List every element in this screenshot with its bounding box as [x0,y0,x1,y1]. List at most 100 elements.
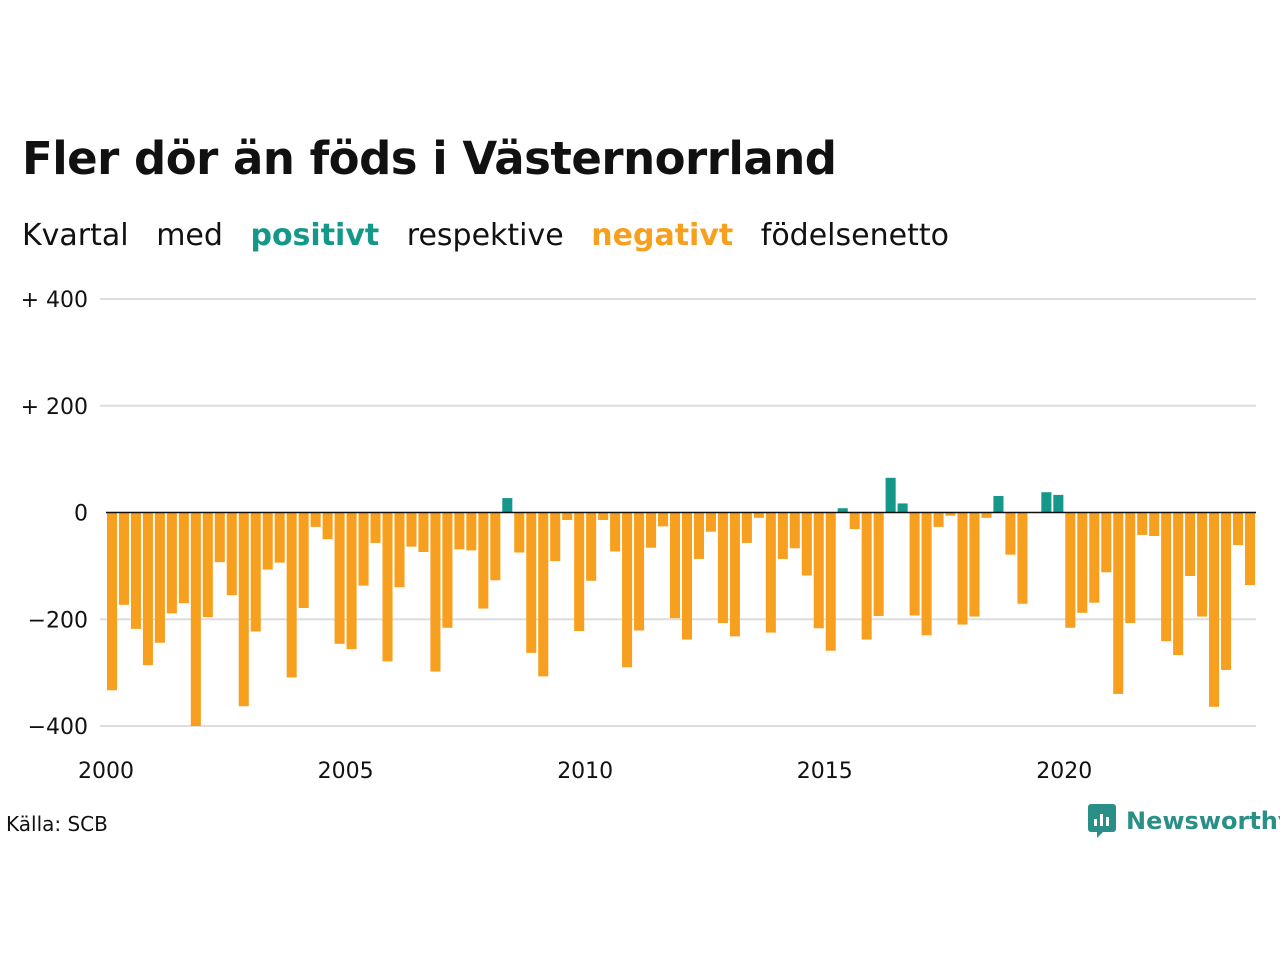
bar [897,503,908,513]
bar [526,512,537,653]
bar [118,512,129,605]
bar [262,512,273,570]
subtitle-word: födelsenetto [760,218,949,253]
bar [166,512,177,614]
bar [610,512,621,552]
subtitle-word: med [156,218,223,253]
bar [586,512,597,581]
bar [574,512,585,631]
bar [286,512,297,678]
y-tick-label: + 200 [21,395,88,420]
y-tick-label: −200 [28,608,88,633]
bar [1041,492,1052,513]
x-tick-label: 2015 [797,759,853,784]
y-tick-label: −400 [28,715,88,740]
bar [538,512,549,677]
bar [334,512,345,644]
chart-subtitle: Kvartal med positivt respektive negativt… [22,218,967,253]
bar [717,512,728,623]
bar [849,512,860,530]
bar [1065,512,1076,628]
bar [777,512,788,559]
bar [693,512,704,559]
source-note: Källa: SCB [6,812,108,836]
bar [1209,512,1220,707]
bar [406,512,417,547]
bar [933,512,944,527]
x-tick-label: 2005 [318,759,374,784]
bar [1221,512,1232,670]
bar [130,512,141,629]
bar [142,512,153,666]
x-tick-label: 2000 [78,759,134,784]
bar [789,512,800,549]
bar [681,512,693,640]
bar [885,477,896,513]
y-tick-label: 0 [74,502,88,527]
bar [106,512,118,691]
bar [921,512,932,636]
bar [1113,512,1124,694]
bar [382,512,393,662]
bar [993,495,1004,513]
bar [370,512,381,543]
bar [873,512,884,617]
bar [490,512,501,581]
bar [214,512,225,563]
bar [226,512,237,596]
bar [550,512,561,562]
bar [1053,494,1064,513]
bar [298,512,309,609]
bar [514,512,525,553]
bar [238,512,249,707]
bar [1244,512,1256,586]
bar [322,512,333,540]
bar [729,512,740,637]
bar [1197,512,1208,617]
bar [442,512,453,628]
chart-title: Fler dör än föds i Västernorrland [22,132,837,185]
bar [274,512,285,563]
bar [1161,512,1172,642]
subtitle-word: Kvartal [22,218,129,253]
subtitle-positive: positivt [250,218,380,253]
bar [1233,512,1244,546]
newsworthy-logo-icon [1088,804,1116,838]
bar [837,508,848,513]
bar [466,512,477,551]
x-tick-label: 2010 [557,759,613,784]
bar [310,512,321,527]
bar [957,512,968,625]
bar-chart: + 400 + 200 0 −200 −400 2000 2005 2010 2015 2020 [21,288,1256,784]
subtitle-negative: negativt [591,218,734,253]
bar [1137,512,1148,535]
bar [741,512,752,543]
bar [394,512,405,588]
brand-name: Newsworthy [1126,807,1280,835]
bar [598,512,609,520]
bar [801,512,812,576]
bar [1185,512,1196,577]
bar [1005,512,1016,555]
bar [178,512,189,604]
subtitle-word: respektive [406,218,564,253]
bar [502,498,513,513]
bar [909,512,920,616]
bar [1173,512,1184,656]
bar [765,512,776,633]
bar [825,512,836,651]
bar [861,512,872,640]
bar [813,512,824,629]
bar [478,512,489,609]
bar [658,512,669,527]
bar [753,512,764,518]
bar [346,512,357,650]
bar [1017,512,1028,604]
bar [1089,512,1100,603]
bar [634,512,645,631]
bar [418,512,429,552]
bar [705,512,716,532]
y-tick-label: + 400 [21,288,88,313]
bar [646,512,657,548]
bar [202,512,213,618]
